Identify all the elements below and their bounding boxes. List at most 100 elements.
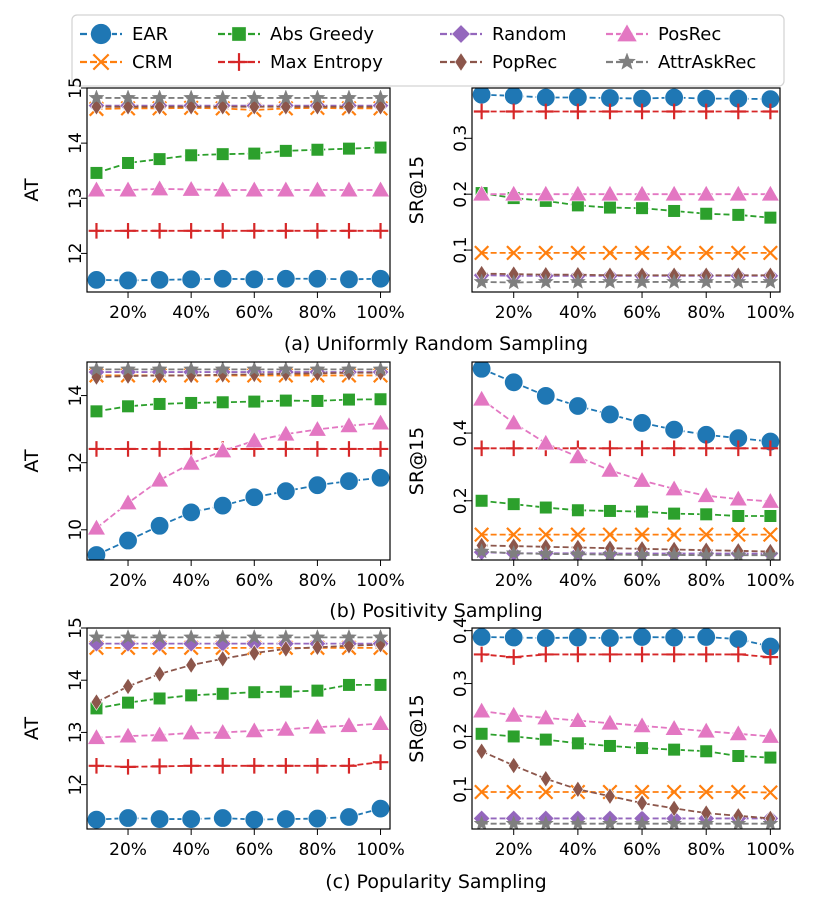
y-tick-label: 12	[66, 452, 86, 474]
series-ear	[472, 628, 780, 657]
point-abs-greedy	[507, 497, 521, 511]
point-max-entropy	[183, 223, 199, 239]
point-abs-greedy	[121, 399, 135, 413]
point-max-entropy	[120, 759, 136, 775]
point-attraskrec	[537, 273, 554, 289]
point-max-entropy	[278, 223, 294, 239]
point-max-entropy	[570, 646, 586, 663]
y-axis-label: AT	[21, 449, 43, 473]
point-abs-greedy	[342, 392, 356, 407]
point-ear	[696, 628, 716, 647]
point-ear	[149, 809, 170, 829]
x-tick-label: 40%	[172, 571, 210, 591]
point-max-entropy	[634, 646, 650, 663]
point-max-entropy	[120, 223, 136, 239]
legend-item-attraskrec: AttrAskRec	[606, 52, 756, 73]
series-max-entropy	[473, 646, 779, 665]
point-max-entropy	[505, 103, 522, 120]
axes-frame	[86, 87, 391, 293]
point-posrec	[568, 710, 588, 728]
series-line-posrec	[481, 398, 771, 503]
point-max-entropy	[570, 103, 586, 120]
point-crm	[474, 527, 490, 543]
series-ear	[87, 468, 390, 560]
series-max-entropy	[473, 103, 779, 120]
series-attraskrec	[473, 815, 779, 829]
point-ear	[632, 413, 652, 433]
point-poprec	[311, 97, 324, 116]
point-ear	[181, 269, 201, 290]
point-max-entropy	[372, 441, 389, 457]
point-crm	[762, 245, 778, 261]
point-poprec	[374, 97, 387, 116]
point-ear	[118, 808, 138, 828]
point-max-entropy	[372, 223, 389, 239]
y-tick-label: 10	[66, 519, 86, 541]
series-poprec	[475, 264, 777, 285]
point-attraskrec	[569, 815, 586, 829]
series-line-ear	[481, 636, 771, 648]
point-abs-greedy	[603, 504, 617, 518]
legend-label: PopRec	[492, 52, 557, 73]
point-max-entropy	[602, 440, 618, 457]
axes-frame	[86, 627, 391, 830]
x-tick-label: 80%	[299, 571, 337, 591]
panel-c-left: 20% 40% 60% 80% 100% 12 13 14 15 AT	[21, 617, 405, 860]
point-posrec	[87, 728, 106, 745]
point-posrec	[244, 180, 264, 198]
point-posrec	[307, 180, 327, 198]
point-posrec	[150, 179, 170, 196]
point-posrec	[536, 708, 556, 725]
point-random	[182, 634, 200, 653]
point-crm	[698, 245, 714, 261]
point-abs-greedy	[247, 147, 261, 161]
panel-b-left: 20% 40% 60% 80% 100% 10 12 14 AT	[21, 361, 405, 591]
point-ear	[181, 809, 201, 829]
point-max-entropy	[278, 758, 294, 774]
point-posrec	[371, 713, 390, 731]
point-max-entropy	[730, 440, 747, 457]
point-attraskrec	[183, 362, 200, 377]
point-max-entropy	[602, 646, 618, 663]
point-posrec	[760, 491, 780, 509]
point-posrec	[150, 725, 170, 743]
panels: 20% 40% 60% 80% 100% 12 13 14 15 AT (a) Uniformly …	[21, 77, 795, 893]
legend-label: Abs Greedy	[270, 24, 374, 45]
x-tick-label: 40%	[172, 840, 210, 860]
series-line-abs-greedy	[481, 732, 771, 759]
series-line-poprec	[96, 643, 381, 703]
point-max-entropy	[602, 103, 618, 120]
point-posrec	[181, 723, 201, 740]
point-abs-greedy	[310, 394, 325, 408]
point-abs-greedy	[184, 396, 198, 410]
point-max-entropy	[634, 440, 650, 457]
x-tick-label: 100%	[746, 571, 795, 591]
point-ear	[504, 88, 524, 106]
x-tick-label: 60%	[623, 840, 661, 860]
series-crm	[474, 245, 778, 261]
series-line-crm	[96, 106, 381, 111]
y-tick-label: 0.1	[451, 237, 471, 264]
point-posrec	[664, 479, 684, 496]
y-axis-label: AT	[21, 178, 43, 202]
series-line-poprec	[481, 544, 771, 553]
legend-marker-abs-greedy	[231, 26, 247, 42]
point-max-entropy	[762, 649, 779, 665]
point-max-entropy	[473, 646, 490, 663]
point-attraskrec	[633, 273, 651, 289]
point-poprec	[216, 650, 229, 668]
point-attraskrec	[119, 362, 137, 377]
x-tick-label: 80%	[687, 840, 725, 860]
series-line-posrec	[96, 187, 381, 191]
point-attraskrec	[633, 815, 651, 829]
point-ear	[568, 396, 588, 416]
series-max-entropy	[88, 223, 389, 239]
legend-label: PosRec	[658, 24, 721, 45]
point-posrec	[760, 184, 780, 202]
point-posrec	[118, 493, 138, 510]
point-ear	[504, 628, 524, 648]
series-attraskrec	[88, 628, 389, 645]
point-abs-greedy	[152, 152, 167, 166]
series-attraskrec	[88, 89, 389, 105]
